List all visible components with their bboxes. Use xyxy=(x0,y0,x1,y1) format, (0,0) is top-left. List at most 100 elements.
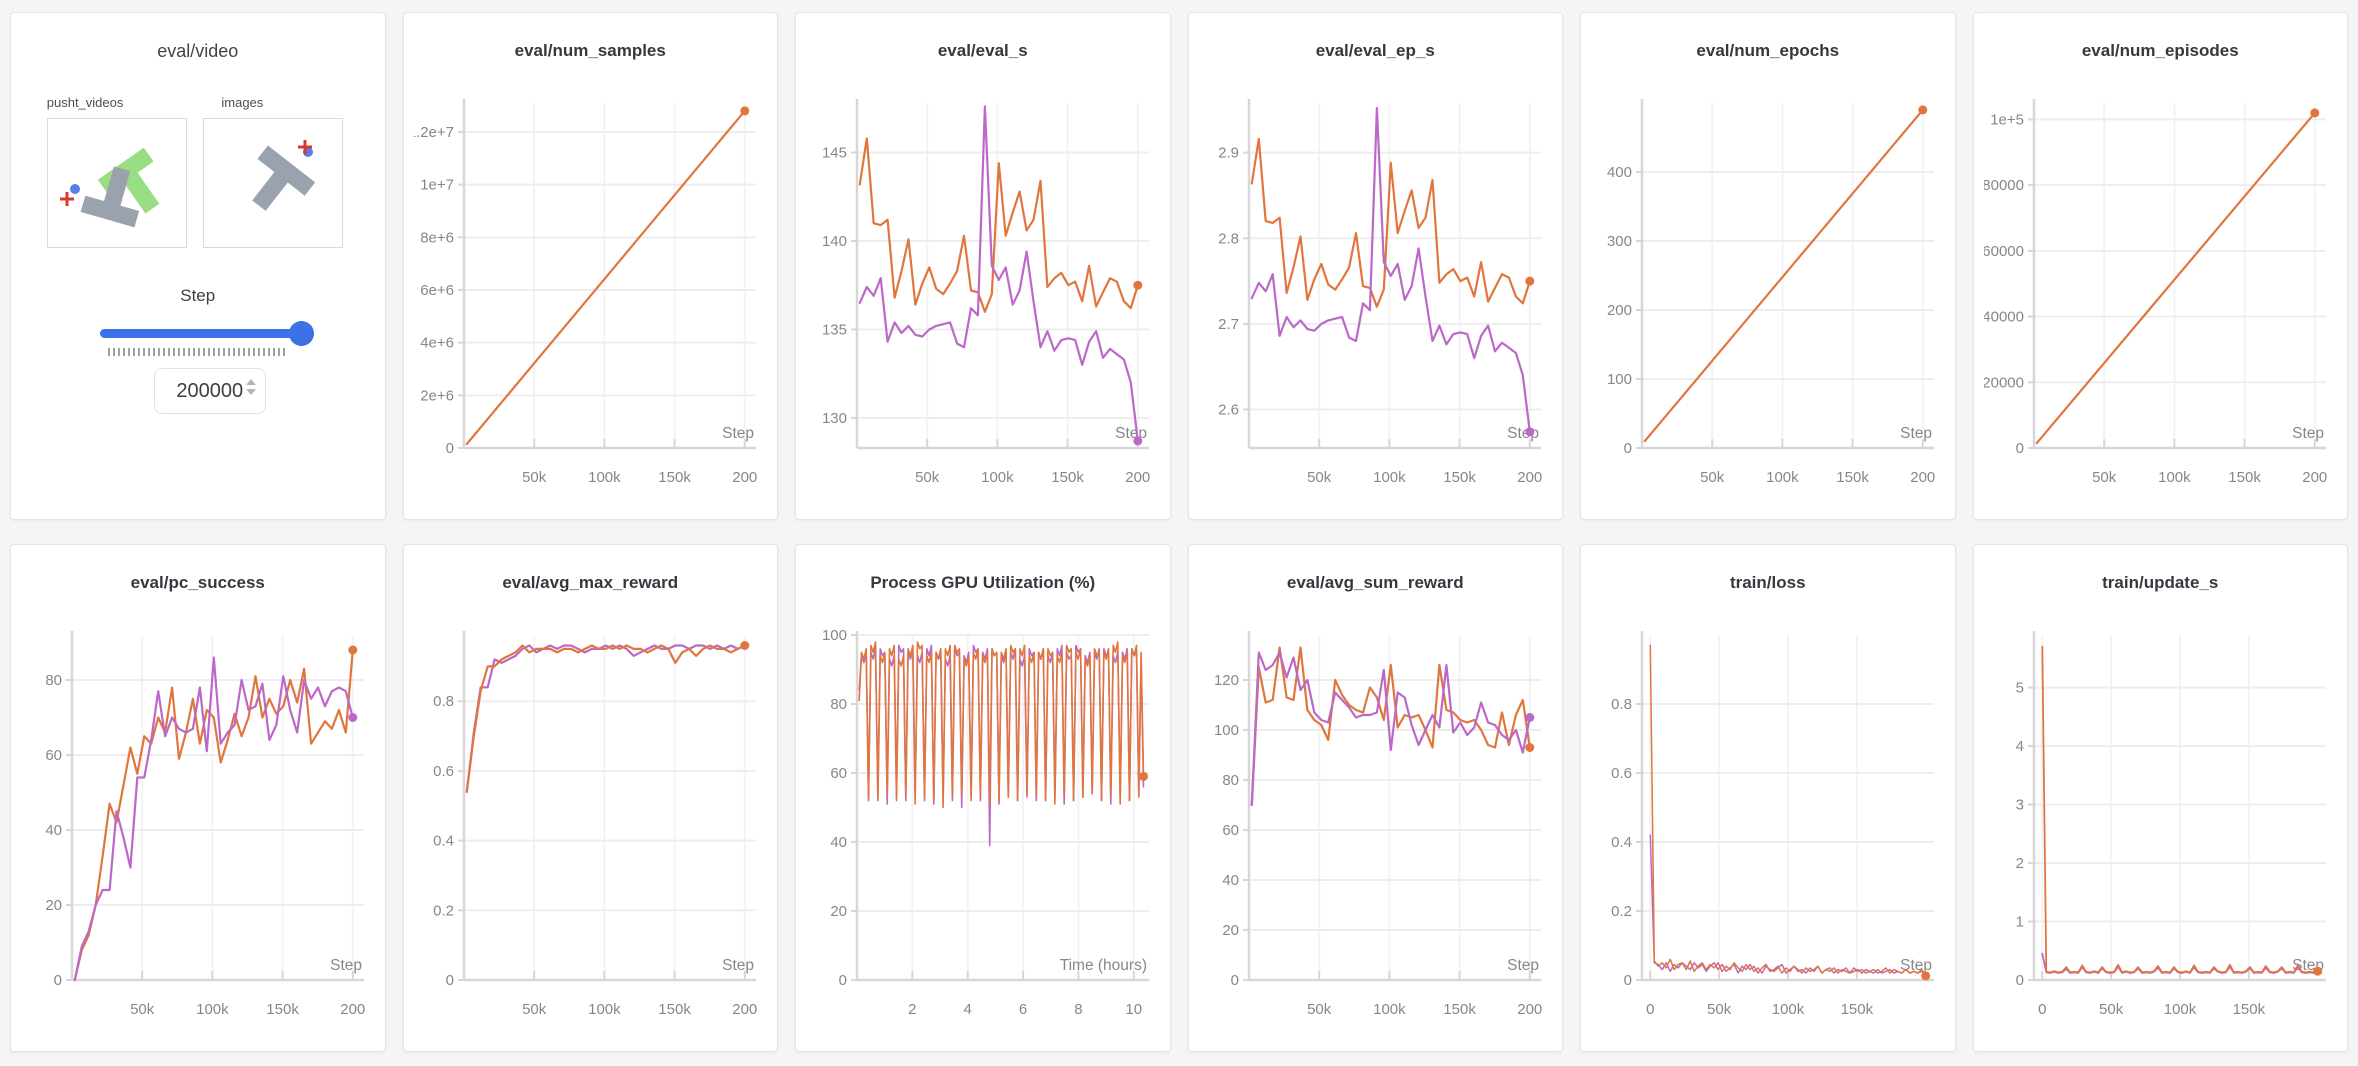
chart-eval-num-episodes[interactable]: 0 20000 40000 60000 80000 1e+5 50k 100k 150k 200 S… xyxy=(1984,91,2336,503)
svg-text:4e+6: 4e+6 xyxy=(420,335,454,352)
step-slider-label: Step xyxy=(180,286,216,305)
svg-text:0: 0 xyxy=(1646,1001,1654,1018)
svg-text:20: 20 xyxy=(830,903,847,920)
chart-title: eval/pc_success xyxy=(130,573,265,592)
chart-title: eval/avg_sum_reward xyxy=(1286,573,1464,592)
svg-text:60000: 60000 xyxy=(1984,243,2024,260)
panel-gpu-utilization[interactable]: Process GPU Utilization (%) 0 20 40 60 80 100… xyxy=(795,544,1171,1052)
step-value-box[interactable] xyxy=(153,368,266,414)
chart-title: eval/eval_s xyxy=(937,41,1028,60)
svg-text:Time (hours): Time (hours) xyxy=(1059,957,1146,974)
svg-text:0: 0 xyxy=(446,972,454,989)
spinner-down-icon[interactable] xyxy=(245,389,256,395)
step-value-input[interactable] xyxy=(173,379,246,403)
svg-text:80000: 80000 xyxy=(1984,177,2024,194)
svg-text:0: 0 xyxy=(2016,440,2024,457)
svg-text:100k: 100k xyxy=(588,1001,621,1018)
svg-text:20: 20 xyxy=(1223,922,1240,939)
svg-text:0: 0 xyxy=(1623,972,1631,989)
svg-text:2: 2 xyxy=(908,1001,916,1018)
svg-text:200: 200 xyxy=(1910,469,1935,486)
svg-text:0: 0 xyxy=(1231,972,1239,989)
chart-gpu-utilization[interactable]: 0 20 40 60 80 100 2 4 6 8 10 Time (hours) xyxy=(807,623,1159,1035)
panel-train-loss[interactable]: train/loss 0 0.2 0.4 0.6 0.8 0 50k 100k 150k Step xyxy=(1580,544,1956,1052)
step-spinner[interactable] xyxy=(245,379,256,395)
svg-text:100k: 100k xyxy=(196,1001,229,1018)
svg-text:50k: 50k xyxy=(1307,1001,1332,1018)
svg-text:100k: 100k xyxy=(1766,469,1799,486)
svg-text:0.2: 0.2 xyxy=(433,902,454,919)
svg-text:0.6: 0.6 xyxy=(1611,765,1632,782)
svg-text:Step: Step xyxy=(722,425,754,442)
chart-eval-eval-s[interactable]: 130 135 140 145 50k 100k 150k 200 Step xyxy=(807,91,1159,503)
svg-text:50k: 50k xyxy=(1307,469,1332,486)
panel-eval-num-epochs[interactable]: eval/num_epochs 0 100 200 300 400 50k 100k 150k… xyxy=(1580,12,1956,520)
chart-eval-avg-sum-reward[interactable]: 0 20 40 60 80 100 120 50k 100k 150k 200 Step xyxy=(1199,623,1551,1035)
media-labels: pusht_videos images xyxy=(22,95,374,110)
svg-text:0: 0 xyxy=(1623,440,1631,457)
svg-text:150k: 150k xyxy=(2233,1001,2266,1018)
images-label: images xyxy=(221,95,264,110)
svg-text:0.8: 0.8 xyxy=(433,693,454,710)
svg-text:1.2e+7: 1.2e+7 xyxy=(414,124,454,141)
pusht-video-thumbnail[interactable] xyxy=(46,118,187,248)
chart-eval-avg-max-reward[interactable]: 0 0.2 0.4 0.6 0.8 50k 100k 150k 200 Step xyxy=(414,623,766,1035)
panel-eval-num-episodes[interactable]: eval/num_episodes 0 20000 40000 60000 80000 1… xyxy=(1972,12,2348,520)
svg-text:140: 140 xyxy=(822,233,847,250)
svg-text:100: 100 xyxy=(822,627,847,644)
chart-eval-pc-success[interactable]: 0 20 40 60 80 50k 100k 150k 200 Step xyxy=(22,623,374,1035)
svg-text:0: 0 xyxy=(838,972,846,989)
svg-text:60: 60 xyxy=(830,765,847,782)
chart-title: eval/avg_max_reward xyxy=(502,573,679,592)
panel-eval-eval-ep-s[interactable]: eval/eval_ep_s 2.6 2.7 2.8 2.9 50k 100k 150k 20… xyxy=(1187,12,1563,520)
svg-text:120: 120 xyxy=(1214,672,1239,689)
svg-text:0: 0 xyxy=(53,972,61,989)
svg-text:20000: 20000 xyxy=(1984,374,2024,391)
step-slider-track[interactable] xyxy=(99,321,314,346)
panel-eval-num-samples[interactable]: eval/num_samples 0 2e+6 4e+6 6e+6 8e+6 1e+7 1.… xyxy=(402,12,778,520)
chart-title: train/update_s xyxy=(2102,573,2219,592)
chart-eval-eval-ep-s[interactable]: 2.6 2.7 2.8 2.9 50k 100k 150k 200 Step xyxy=(1199,91,1551,503)
svg-text:40: 40 xyxy=(830,834,847,851)
spinner-up-icon[interactable] xyxy=(245,379,256,385)
svg-text:150k: 150k xyxy=(266,1001,299,1018)
svg-text:100k: 100k xyxy=(588,469,621,486)
svg-text:0: 0 xyxy=(2016,972,2024,989)
svg-text:100k: 100k xyxy=(1373,469,1406,486)
panel-eval-avg-max-reward[interactable]: eval/avg_max_reward 0 0.2 0.4 0.6 0.8 50k 100k… xyxy=(402,544,778,1052)
panel-eval-pc-success[interactable]: eval/pc_success 0 20 40 60 80 50k 100k 150k 200 S… xyxy=(10,544,386,1052)
svg-text:Step: Step xyxy=(1115,425,1147,442)
panel-eval-eval-s[interactable]: eval/eval_s 130 135 140 145 50k 100k 150k 200 St… xyxy=(795,12,1171,520)
panel-eval-avg-sum-reward[interactable]: eval/avg_sum_reward 0 20 40 60 80 100 120 50k 10… xyxy=(1187,544,1563,1052)
chart-eval-num-samples[interactable]: 0 2e+6 4e+6 6e+6 8e+6 1e+7 1.2e+7 50k 100k 150k 20… xyxy=(414,91,766,503)
svg-text:2e+6: 2e+6 xyxy=(420,387,454,404)
svg-text:80: 80 xyxy=(1223,772,1240,789)
svg-text:150k: 150k xyxy=(1840,1001,1873,1018)
svg-text:300: 300 xyxy=(1607,233,1632,250)
step-slider-thumb[interactable] xyxy=(288,321,314,346)
chart-title: train/loss xyxy=(1729,573,1806,592)
svg-text:6e+6: 6e+6 xyxy=(420,282,454,299)
svg-text:0.4: 0.4 xyxy=(433,833,454,850)
svg-text:0: 0 xyxy=(2038,1001,2046,1018)
panel-train-update-s[interactable]: train/update_s 0 1 2 3 4 5 0 50k 100k 150k Step xyxy=(1972,544,2348,1052)
svg-text:Step: Step xyxy=(2292,425,2324,442)
svg-text:40000: 40000 xyxy=(1984,309,2024,326)
panel-eval-video[interactable]: eval/video pusht_videos images xyxy=(10,12,386,520)
svg-text:Step: Step xyxy=(330,957,362,974)
svg-text:200: 200 xyxy=(340,1001,365,1018)
svg-text:50k: 50k xyxy=(2092,469,2117,486)
chart-train-loss[interactable]: 0 0.2 0.4 0.6 0.8 0 50k 100k 150k Step xyxy=(1592,623,1944,1035)
chart-eval-num-epochs[interactable]: 0 100 200 300 400 50k 100k 150k 200 Step xyxy=(1592,91,1944,503)
svg-text:150k: 150k xyxy=(1444,469,1477,486)
svg-text:Step: Step xyxy=(1900,957,1932,974)
images-thumbnail[interactable] xyxy=(202,118,343,248)
svg-text:60: 60 xyxy=(45,747,62,764)
svg-text:100: 100 xyxy=(1214,722,1239,739)
svg-text:4: 4 xyxy=(2016,738,2024,755)
svg-text:0.8: 0.8 xyxy=(1611,696,1632,713)
step-slider[interactable] xyxy=(99,320,314,346)
svg-text:60: 60 xyxy=(1223,822,1240,839)
svg-text:200: 200 xyxy=(2303,469,2328,486)
